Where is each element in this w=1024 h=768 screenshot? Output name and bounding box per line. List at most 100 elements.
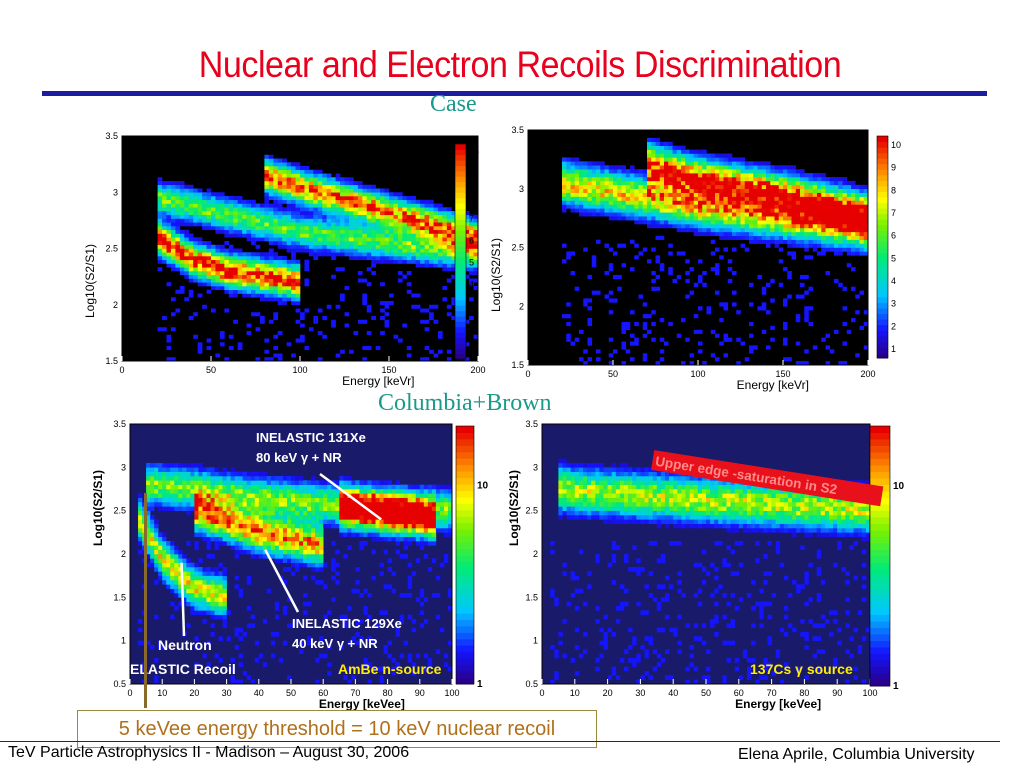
heatmap-cell — [282, 528, 288, 533]
heatmap-cell — [162, 248, 167, 253]
heatmap-cell — [698, 227, 703, 233]
heatmap-cell — [371, 497, 376, 503]
heatmap-cell — [371, 222, 376, 227]
heatmap-cell — [375, 666, 380, 672]
heatmap-cell — [397, 233, 403, 238]
heatmap-cell — [162, 463, 167, 468]
heatmap-cell — [389, 207, 394, 212]
heatmap-cell — [638, 294, 644, 299]
heatmap-cell — [238, 532, 243, 537]
colorbar-tick-label: 1 — [891, 344, 896, 354]
heatmap-cell — [268, 259, 274, 264]
heatmap-cell — [178, 506, 183, 511]
heatmap-cell — [698, 200, 703, 205]
heatmap-cell — [638, 188, 644, 193]
heatmap-cell — [375, 502, 380, 507]
heatmap-cell — [211, 252, 216, 257]
heatmap-cell — [237, 263, 243, 268]
heatmap-cell — [264, 286, 270, 291]
heatmap-cell — [397, 237, 403, 242]
heatmap-cell — [362, 248, 368, 253]
heatmap-cell — [778, 177, 784, 182]
heatmap-cell — [300, 166, 305, 171]
heatmap-cell — [355, 640, 360, 646]
heatmap-cell — [228, 278, 234, 283]
heatmap-cell — [343, 489, 348, 494]
heatmap-cell — [202, 519, 207, 524]
heatmap-cell — [295, 233, 301, 238]
heatmap-cell — [344, 181, 350, 186]
heatmap-cell — [215, 192, 221, 197]
heatmap-cell — [761, 169, 767, 174]
heatmap-cell — [186, 484, 191, 490]
heatmap-cell — [863, 321, 869, 327]
heatmap-cell — [335, 252, 341, 257]
heatmap-cell — [291, 166, 296, 171]
heatmap-cell — [175, 226, 181, 231]
y-tick-label: 2.5 — [105, 244, 118, 254]
heatmap-cell — [715, 200, 720, 205]
heatmap-cell — [158, 493, 163, 498]
heatmap-cell — [579, 329, 584, 334]
heatmap-cell — [761, 200, 767, 205]
heatmap-cell — [817, 243, 822, 248]
heatmap-cell — [749, 173, 754, 178]
heatmap-cell — [406, 203, 412, 208]
heatmap-cell — [393, 252, 399, 257]
heatmap-cell — [291, 506, 296, 511]
heatmap-cell — [855, 184, 860, 190]
heatmap-cell — [255, 222, 261, 227]
heatmap-cell — [846, 192, 852, 197]
heatmap-cell — [451, 259, 457, 264]
heatmap-cell — [206, 484, 211, 490]
heatmap-cell — [238, 519, 243, 524]
heatmap-cell — [344, 244, 350, 249]
heatmap-cell — [300, 312, 305, 317]
heatmap-cell — [379, 571, 384, 576]
heatmap-cell — [266, 545, 272, 550]
heatmap-cell — [375, 207, 381, 212]
heatmap-cell — [186, 493, 191, 498]
heatmap-cell — [821, 251, 826, 256]
heatmap-cell — [668, 173, 673, 178]
heatmap-cell — [681, 200, 686, 205]
heatmap-cell — [170, 199, 176, 204]
heatmap-cell — [685, 200, 690, 205]
heatmap-cell — [689, 212, 695, 217]
heatmap-cell — [379, 675, 384, 680]
heatmap-cell — [357, 199, 363, 204]
colorbar-segment — [455, 240, 466, 247]
heatmap-cell — [304, 282, 310, 287]
heatmap-cell — [727, 208, 733, 213]
colorbar-tick-label: 7 — [469, 214, 474, 224]
heatmap-cell — [659, 318, 665, 323]
heatmap-cell — [664, 204, 669, 209]
heatmap-cell — [715, 231, 720, 237]
heatmap-cell — [186, 623, 191, 628]
heatmap-cell — [706, 208, 712, 213]
heatmap-cell — [317, 203, 323, 208]
heatmap-cell — [638, 200, 644, 205]
heatmap-cell — [774, 165, 780, 170]
heatmap-cell — [351, 489, 356, 494]
heatmap-cell — [206, 226, 212, 231]
heatmap-cell — [429, 304, 434, 309]
heatmap-cell — [304, 267, 310, 272]
heatmap-cell — [303, 510, 308, 516]
heatmap-cell — [234, 575, 239, 581]
heatmap-cell — [600, 204, 605, 209]
heatmap-cell — [184, 259, 190, 264]
heatmap-cell — [299, 506, 304, 511]
heatmap-cell — [732, 216, 737, 221]
heatmap-cell — [766, 208, 771, 213]
heatmap-cell — [570, 208, 576, 213]
heatmap-cell — [655, 224, 661, 229]
heatmap-cell — [838, 282, 843, 287]
heatmap-cell — [415, 199, 421, 204]
heatmap-cell — [804, 208, 809, 213]
heatmap-cell — [210, 502, 215, 507]
heatmap-cell — [451, 274, 457, 279]
heatmap-cell — [761, 302, 767, 307]
heatmap-cell — [331, 484, 336, 490]
